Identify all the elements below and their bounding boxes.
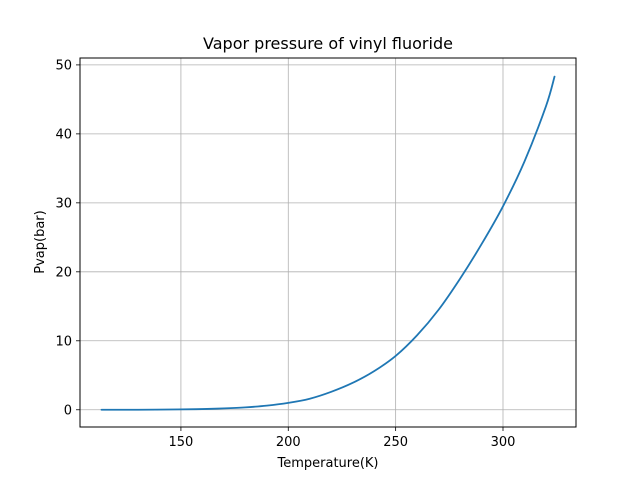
y-axis-label: Pvap(bar) <box>33 210 48 273</box>
x-tick-label: 300 <box>491 435 516 450</box>
x-tick-label: 250 <box>383 435 408 450</box>
y-tick-label: 10 <box>55 334 72 349</box>
grid <box>80 58 576 427</box>
chart-title: Vapor pressure of vinyl fluoride <box>203 34 453 53</box>
y-tick-label: 20 <box>55 265 72 280</box>
y-tick-label: 50 <box>55 58 72 73</box>
y-tick-label: 30 <box>55 196 72 211</box>
plot-frame <box>79 57 577 428</box>
y-tick-label: 0 <box>64 403 72 418</box>
axis-ticks: 150 200 250 300 0 10 20 30 40 50 <box>55 58 515 450</box>
x-tick-label: 150 <box>169 435 194 450</box>
vapor-pressure-line <box>100 75 556 411</box>
y-tick-label: 40 <box>55 127 72 142</box>
series-layer <box>100 75 556 411</box>
x-tick-label: 200 <box>276 435 301 450</box>
x-axis-label: Temperature(K) <box>276 456 378 471</box>
